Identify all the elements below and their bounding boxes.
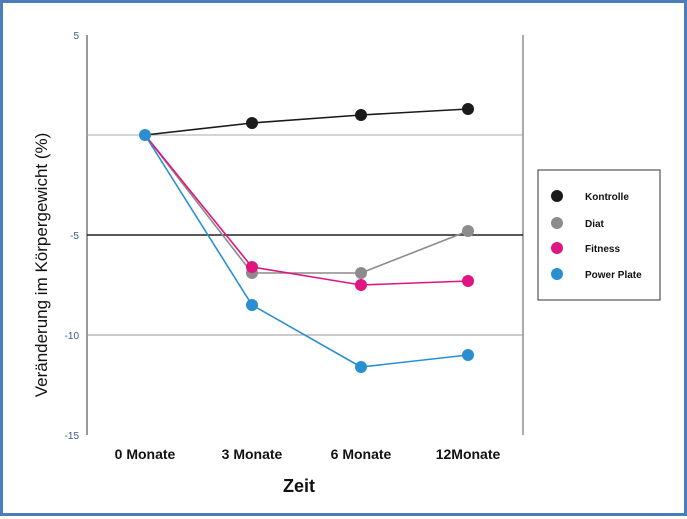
data-point-power-plate [462, 349, 474, 361]
x-axis-label: Zeit [283, 476, 315, 496]
data-point-fitness [462, 275, 474, 287]
y-tick-label: -5 [70, 231, 79, 242]
series-line-power-plate [144, 134, 469, 368]
series-line-kontrolle [144, 108, 469, 136]
x-tick-labels: 0 Monate 3 Monate 6 Monate 12Monate [115, 446, 501, 462]
data-point-kontrolle [355, 109, 367, 121]
legend-label: Power Plate [585, 270, 642, 281]
legend-marker-fitness [551, 242, 563, 254]
legend-marker-di-t [551, 217, 563, 229]
data-point-power-plate [246, 299, 258, 311]
x-tick-label: 3 Monate [222, 446, 283, 462]
legend-marker-power-plate [551, 268, 563, 280]
data-point-di-t [462, 225, 474, 237]
data-point-di-t [355, 267, 367, 279]
y-tick-label: 5 [73, 31, 79, 42]
y-tick-label: -10 [65, 331, 80, 342]
line-chart: 5 -5 -10 -15 0 Monate 3 Monate 6 Monate 12Mona… [32, 31, 661, 496]
series-group [139, 103, 474, 373]
data-point-fitness [355, 279, 367, 291]
y-axis-label: Veränderung im Körpergewicht (%) [32, 133, 51, 398]
x-tick-label: 6 Monate [331, 446, 392, 462]
series-line-di-t [144, 134, 469, 274]
legend: Kontrolle Diat Fitness Power Plate [537, 169, 661, 301]
y-tick-label: -15 [65, 431, 80, 442]
legend-label: Fitness [585, 244, 620, 255]
legend-label: Diat [585, 219, 605, 230]
data-point-kontrolle [246, 117, 258, 129]
y-tick-labels: 5 -5 -10 -15 [65, 31, 80, 442]
data-point-kontrolle [462, 103, 474, 115]
x-tick-label: 0 Monate [115, 446, 176, 462]
legend-label: Kontrolle [585, 192, 629, 203]
data-point-power-plate [355, 361, 367, 373]
x-tick-label: 12Monate [436, 446, 501, 462]
series-line-fitness [144, 134, 469, 286]
legend-marker-kontrolle [551, 190, 563, 202]
data-point-power-plate [139, 129, 151, 141]
data-point-fitness [246, 261, 258, 273]
